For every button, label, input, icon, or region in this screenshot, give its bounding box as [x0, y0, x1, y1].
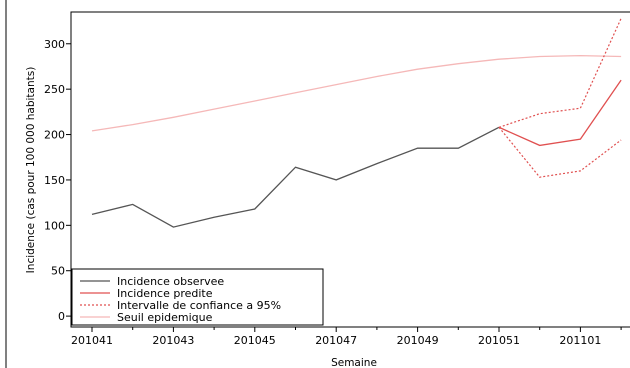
y-axis-title: Incidence (cas pour 100 000 habitants) [25, 67, 37, 274]
x-tick-label: 201049 [397, 334, 439, 347]
y-tick-label: 0 [58, 310, 65, 323]
series-line-incidence-predite [498, 79, 622, 147]
x-axis-title: Semaine [331, 357, 377, 368]
series-line-incidence-observee [91, 126, 500, 228]
x-tick-label: 201101 [559, 334, 601, 347]
x-tick-label: 201041 [71, 334, 113, 347]
x-tick-label: 201047 [315, 334, 357, 347]
x-axis: 201041 201043 201045 201047 201049 201051 2011… [71, 327, 622, 347]
legend-label: Seuil epidemique [117, 311, 213, 324]
legend-label: Incidence observee [117, 275, 224, 288]
x-tick-label: 201045 [234, 334, 276, 347]
y-tick-label: 100 [44, 219, 65, 232]
y-tick-label: 50 [51, 265, 65, 278]
x-tick-label: 201043 [152, 334, 194, 347]
series-line-intervalle-de-confiance-a-95 [498, 18, 622, 128]
y-tick-label: 200 [44, 129, 65, 142]
series-line-seuil-epidemique [91, 54, 622, 132]
y-tick-label: 250 [44, 83, 65, 96]
y-tick-label: 150 [44, 174, 65, 187]
plot-frame [70, 11, 630, 328]
series-layer [91, 18, 622, 228]
legend-label: Intervalle de confiance a 95% [117, 299, 281, 312]
y-tick-label: 300 [44, 38, 65, 51]
x-tick-label: 201051 [478, 334, 520, 347]
y-axis: 0 50 100 150 200 250 300 [44, 38, 71, 323]
legend-box [71, 268, 324, 326]
legend-label: Incidence predite [117, 287, 213, 300]
series-line-intervalle-de-confiance-a-95-lower [498, 126, 622, 178]
